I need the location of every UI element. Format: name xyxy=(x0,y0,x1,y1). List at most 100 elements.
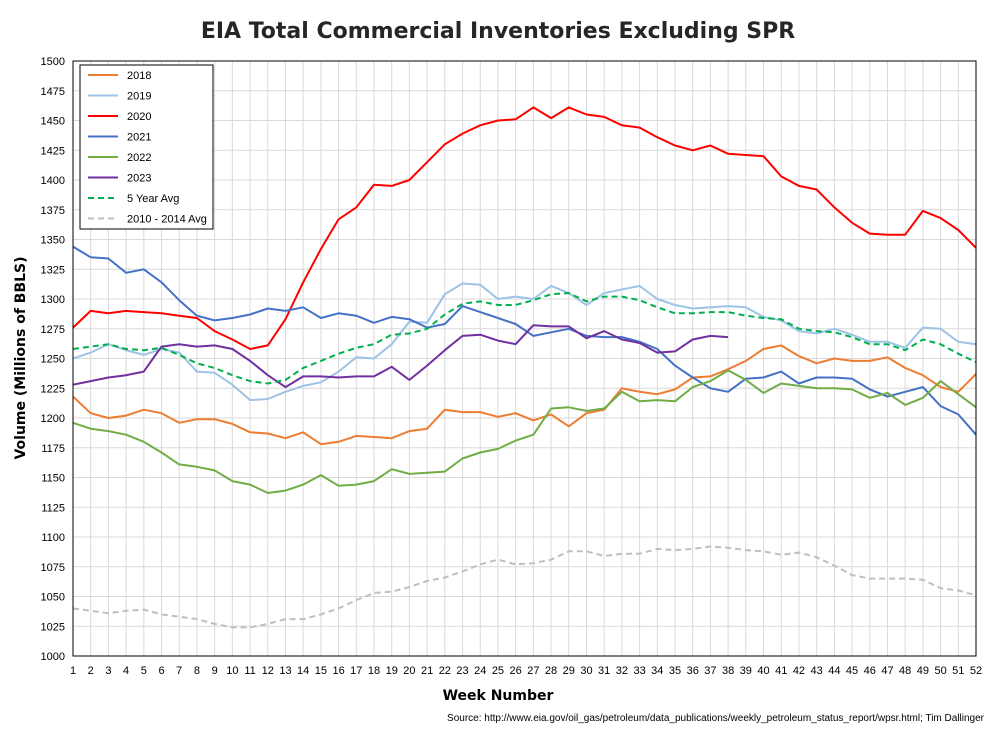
y-tick-label: 1225 xyxy=(41,383,65,395)
x-tick-label: 11 xyxy=(244,665,255,677)
legend-label: 2022 xyxy=(127,152,151,164)
x-tick-label: 18 xyxy=(368,665,380,677)
y-tick-label: 1050 xyxy=(41,592,65,604)
y-tick-label: 1300 xyxy=(41,294,65,306)
x-tick-label: 31 xyxy=(598,665,610,677)
x-tick-label: 17 xyxy=(350,665,362,677)
x-tick-label: 28 xyxy=(545,665,557,677)
x-tick-label: 25 xyxy=(492,665,504,677)
x-tick-label: 21 xyxy=(421,665,433,677)
x-tick-label: 49 xyxy=(917,665,929,677)
x-tick-label: 4 xyxy=(123,665,129,677)
x-tick-label: 20 xyxy=(403,665,415,677)
legend-label: 2020 xyxy=(127,111,151,123)
x-tick-label: 6 xyxy=(158,665,164,677)
y-tick-label: 1075 xyxy=(41,562,65,574)
x-tick-label: 43 xyxy=(811,665,823,677)
y-tick-label: 1325 xyxy=(41,264,65,276)
y-tick-label: 1350 xyxy=(41,235,65,247)
x-tick-label: 7 xyxy=(176,665,182,677)
plot-border xyxy=(72,60,977,657)
x-tick-label: 45 xyxy=(846,665,858,677)
x-tick-label: 1 xyxy=(70,665,76,677)
y-axis-ticks: 1000 1025 1050 1075 1100 1125 1150 1175 1200 1225… xyxy=(41,56,65,663)
x-axis-ticks: 1 2 3 4 5 6 7 8 9 10 11 12 13 14 15 16 17 18 19 20 21 22 23 24 2… xyxy=(70,665,982,677)
y-tick-label: 1025 xyxy=(41,621,65,633)
x-tick-label: 40 xyxy=(757,665,769,677)
legend-box xyxy=(79,64,214,230)
x-tick-label: 46 xyxy=(864,665,876,677)
y-tick-label: 1275 xyxy=(41,324,65,336)
y-tick-label: 1150 xyxy=(41,473,65,485)
gridlines xyxy=(72,60,977,657)
x-tick-label: 44 xyxy=(828,665,840,677)
x-tick-label: 23 xyxy=(456,665,468,677)
x-tick-label: 36 xyxy=(687,665,699,677)
x-tick-label: 51 xyxy=(952,665,964,677)
legend-label: 2019 xyxy=(127,91,151,103)
legend-label: 2018 xyxy=(127,70,151,82)
x-tick-label: 19 xyxy=(386,665,398,677)
y-tick-label: 1500 xyxy=(41,56,65,68)
series-line-2018 xyxy=(72,344,977,446)
x-tick-label: 41 xyxy=(775,665,787,677)
x-tick-label: 12 xyxy=(262,665,274,677)
y-tick-label: 1450 xyxy=(41,116,65,128)
x-tick-label: 48 xyxy=(899,665,911,677)
legend-label: 2010 - 2014 Avg xyxy=(127,214,207,226)
x-tick-label: 16 xyxy=(332,665,344,677)
series-line-2010-2014-avg xyxy=(72,545,977,629)
x-tick-label: 29 xyxy=(563,665,575,677)
x-tick-label: 9 xyxy=(212,665,218,677)
legend: 2018 2019 2020 2021 2022 2023 5 Year Avg 2010 -… xyxy=(79,64,214,230)
x-tick-label: 50 xyxy=(934,665,946,677)
x-tick-label: 26 xyxy=(510,665,522,677)
legend-label: 5 Year Avg xyxy=(127,193,179,205)
x-tick-label: 24 xyxy=(474,665,486,677)
x-tick-label: 8 xyxy=(194,665,200,677)
series-line-2021 xyxy=(72,245,977,436)
x-tick-label: 32 xyxy=(616,665,628,677)
x-tick-label: 38 xyxy=(722,665,734,677)
y-tick-label: 1000 xyxy=(41,651,65,663)
x-tick-label: 33 xyxy=(633,665,645,677)
x-tick-label: 15 xyxy=(315,665,327,677)
series-line-2020 xyxy=(72,106,977,350)
y-tick-label: 1125 xyxy=(41,502,65,514)
x-tick-label: 3 xyxy=(105,665,111,677)
x-tick-label: 52 xyxy=(970,665,982,677)
x-tick-label: 14 xyxy=(297,665,309,677)
y-tick-label: 1100 xyxy=(41,532,65,544)
x-tick-label: 2 xyxy=(88,665,94,677)
legend-label: 2023 xyxy=(127,173,151,185)
x-tick-label: 22 xyxy=(439,665,451,677)
x-tick-label: 42 xyxy=(793,665,805,677)
chart-title: EIA Total Commercial Inventories Excludi… xyxy=(201,19,795,44)
x-tick-label: 5 xyxy=(141,665,147,677)
x-tick-label: 39 xyxy=(740,665,752,677)
x-tick-label: 13 xyxy=(279,665,291,677)
legend-label: 2021 xyxy=(127,132,151,144)
series-lines xyxy=(72,106,977,629)
x-axis-title: Week Number xyxy=(443,688,554,704)
y-tick-label: 1375 xyxy=(41,205,65,217)
series-line-2019 xyxy=(72,282,977,402)
series-line-2022 xyxy=(72,369,977,494)
source-note: Source: http://www.eia.gov/oil_gas/petro… xyxy=(447,713,985,724)
x-tick-label: 35 xyxy=(669,665,681,677)
y-axis-title: Volume (Millions of BBLS) xyxy=(13,256,29,459)
y-tick-label: 1475 xyxy=(41,86,65,98)
y-tick-label: 1200 xyxy=(41,413,65,425)
x-tick-label: 30 xyxy=(580,665,592,677)
y-tick-label: 1400 xyxy=(41,175,65,187)
x-tick-label: 34 xyxy=(651,665,663,677)
x-tick-label: 47 xyxy=(881,665,893,677)
x-tick-label: 37 xyxy=(704,665,716,677)
x-tick-label: 27 xyxy=(527,665,539,677)
y-tick-label: 1175 xyxy=(41,443,65,455)
x-tick-label: 10 xyxy=(226,665,238,677)
y-tick-label: 1250 xyxy=(41,354,65,366)
y-tick-label: 1425 xyxy=(41,145,65,157)
